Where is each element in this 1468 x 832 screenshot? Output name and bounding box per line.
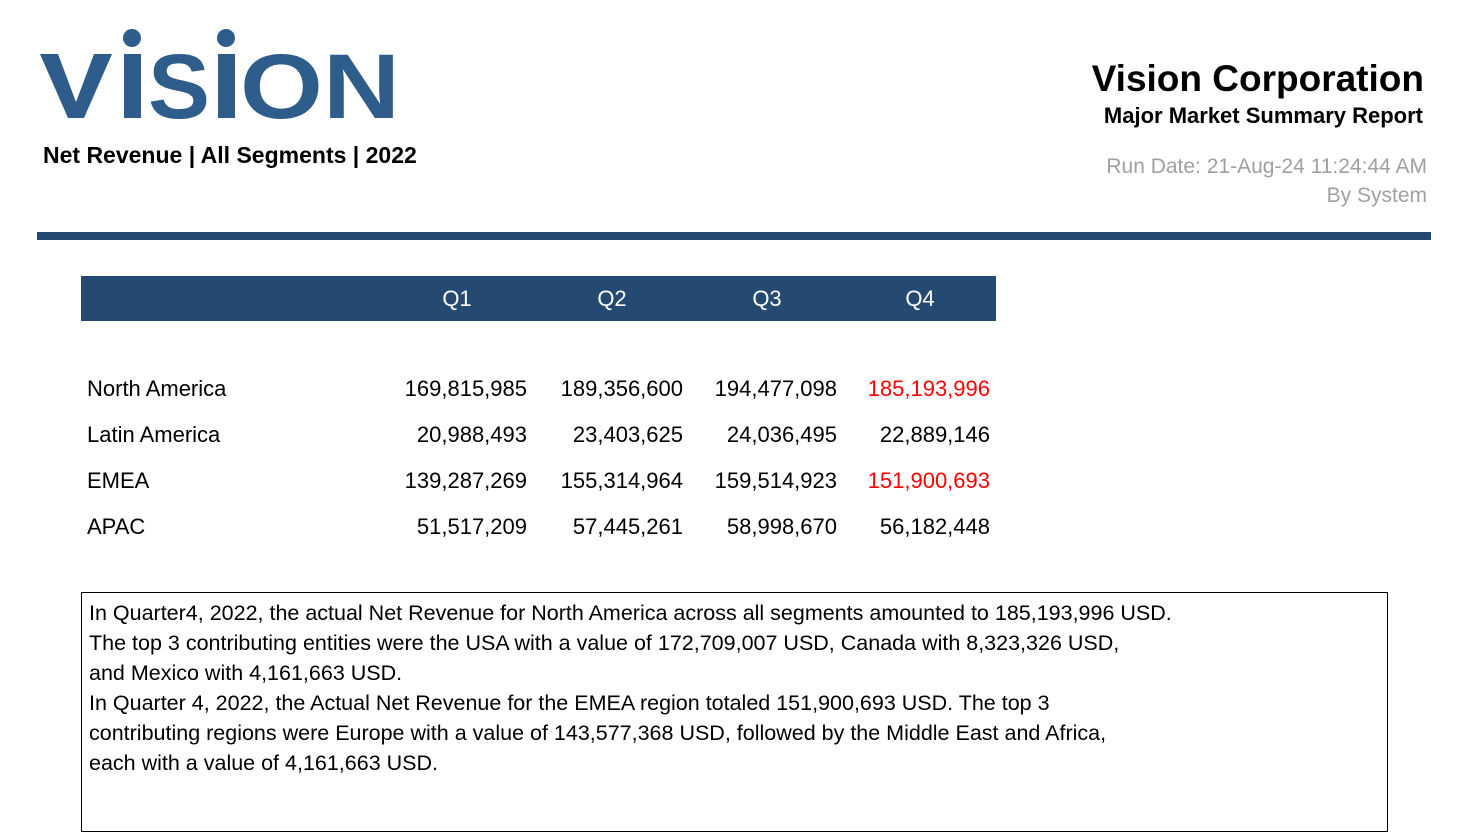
cell-value: 57,445,261 [572,514,683,539]
commentary-line: In Quarter4, 2022, the actual Net Revenu… [89,601,1172,625]
row-label: North America [87,376,227,401]
table-row: EMEA 139,287,269 155,314,964 159,514,923 151… [81,468,996,498]
cell-value: 23,403,625 [572,422,683,447]
column-header-q4: Q4 [905,286,935,311]
header-divider [37,232,1431,240]
commentary-line: and Mexico with 4,161,663 USD. [89,661,403,685]
column-header-q2: Q2 [597,286,627,311]
company-name: Vision Corporation [1091,58,1424,99]
svg-text:ON: ON [240,36,400,122]
cell-value: 56,182,448 [879,514,990,539]
cell-value: 159,514,923 [714,468,837,493]
table-header: Q1 Q2 Q3 Q4 [81,276,996,321]
cell-value: 169,815,985 [404,376,527,401]
vision-logo: S ON [40,29,400,122]
run-date: Run Date: 21-Aug-24 11:24:44 AM [1106,155,1427,178]
table-row: Latin America 20,988,493 23,403,625 24,036,… [81,422,996,452]
commentary-line: In Quarter 4, 2022, the Actual Net Reven… [89,691,1050,715]
cell-value: 20,988,493 [416,422,527,447]
cell-value: 22,889,146 [879,422,990,447]
row-label: APAC [87,514,146,539]
commentary-line: each with a value of 4,161,663 USD. [89,751,438,775]
cell-value: 194,477,098 [714,376,837,401]
svg-text:S: S [148,36,210,122]
row-label: EMEA [87,468,150,493]
cell-value: 139,287,269 [404,468,527,493]
commentary-box: In Quarter4, 2022, the actual Net Revenu… [81,592,1388,832]
table-row: APAC 51,517,209 57,445,261 58,998,670 56,182… [81,514,996,544]
report-subtitle: Net Revenue | All Segments | 2022 [43,142,417,168]
cell-value: 58,998,670 [726,514,837,539]
cell-value: 24,036,495 [726,422,837,447]
cell-value: 151,900,693 [867,468,990,493]
report-title: Major Market Summary Report [1103,103,1423,128]
column-header-q3: Q3 [752,286,782,311]
cell-value: 155,314,964 [560,468,683,493]
cell-value: 51,517,209 [416,514,527,539]
row-label: Latin America [87,422,221,447]
column-header-q1: Q1 [442,286,472,311]
table-row: North America 169,815,985 189,356,600 194,4… [81,376,996,406]
cell-value: 185,193,996 [867,376,990,401]
run-by: By System [1326,184,1427,207]
commentary-line: contributing regions were Europe with a … [89,721,1107,745]
commentary-line: The top 3 contributing entities were the… [89,631,1120,655]
cell-value: 189,356,600 [560,376,683,401]
